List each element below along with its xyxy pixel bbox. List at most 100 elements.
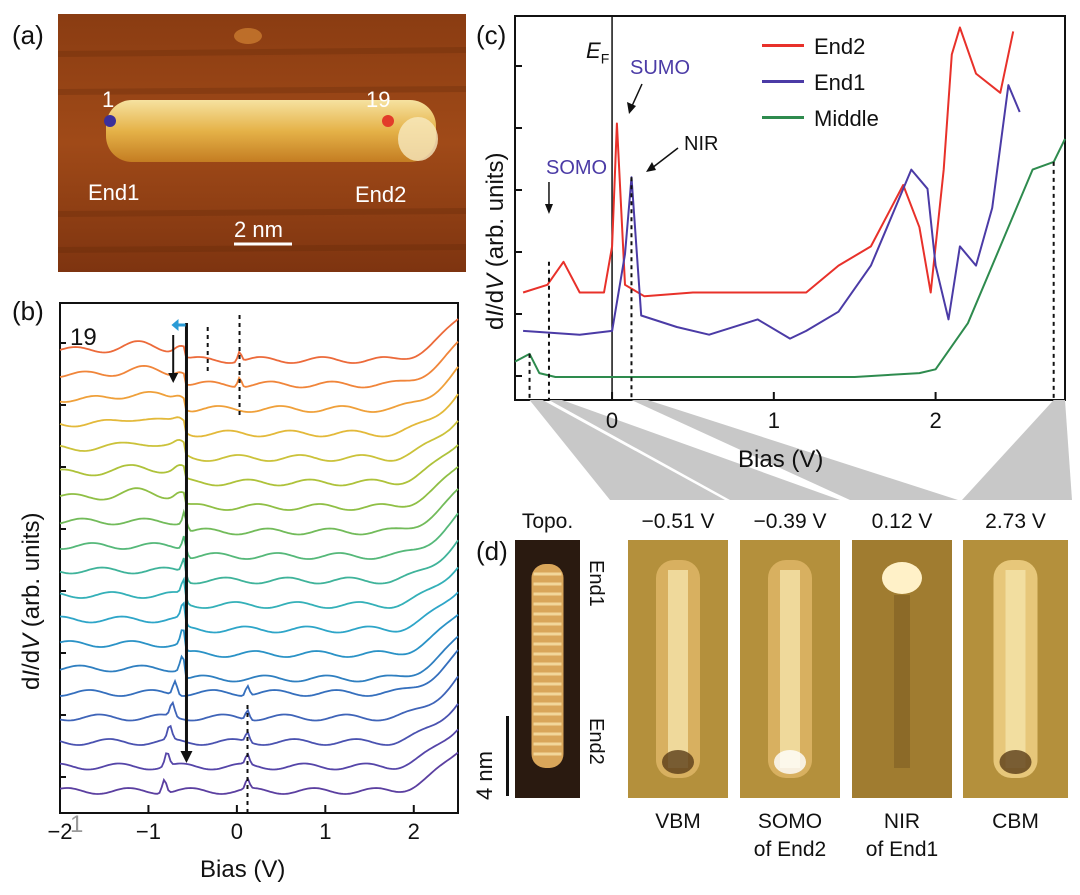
panel-b-spectrum-trace (59, 675, 459, 722)
panel-c-ylabel: dI/dV (arb. units) (482, 152, 509, 330)
panel-b-spectrum-trace (59, 340, 459, 389)
end2-label-d: End2 (585, 718, 607, 765)
panel-d-image-2-caption1: SOMO (757, 810, 823, 833)
panel-b-xtick-label: −1 (135, 819, 161, 844)
panel-a-stm-image (58, 14, 466, 272)
panel-b-xlabel: Bias (V) (200, 856, 286, 883)
ldos-end2-spot (999, 750, 1032, 774)
panel-b-spectrum-trace (59, 366, 459, 413)
panel-d-image-1 (628, 540, 728, 798)
panel-d-image-3-caption1: NIR (883, 810, 921, 833)
end2-label-a: End2 (355, 182, 407, 207)
panel-b-spectrum-trace (59, 751, 459, 795)
panel-c-axes-frame (514, 15, 1066, 401)
panel-d-image-2-render (768, 560, 812, 778)
panel-b-xtick-label: −2 (47, 819, 73, 844)
annot-somo: SOMO (546, 157, 608, 179)
panel-b-spectrum-trace (59, 488, 459, 536)
fermi-level-label: EF (586, 38, 610, 67)
annot-sumo-arrow (631, 83, 643, 107)
end1-label-d: End1 (585, 560, 607, 607)
point-19-label: 19 (366, 87, 391, 112)
ldos-end2-spot (662, 750, 694, 774)
nir-hotspot (882, 562, 922, 594)
panel-b-spectrum-trace (59, 728, 459, 771)
ldos-core (668, 570, 688, 768)
panel-b-axes-frame (59, 302, 459, 814)
panel-d-image-3-render (852, 540, 952, 798)
panel-b-xtick-label: 1 (319, 819, 332, 844)
panel-d-image-2-title: −0.39 V (753, 510, 827, 533)
legend-label-middle: Middle (814, 106, 879, 131)
panel-d-image-0 (515, 540, 580, 798)
series-end1-line (523, 84, 1021, 340)
panel-d-image-3-title: 0.12 V (871, 510, 933, 533)
panel-a-image: 1 19 End1 End2 2 nm (58, 14, 466, 272)
panel-b-spectrum-trace (59, 635, 459, 683)
panel-d-image-3 (852, 540, 952, 798)
series-middle-line (514, 138, 1066, 378)
panel-b-xtick-label: 2 (407, 819, 420, 844)
annot-nir: NIR (684, 133, 719, 155)
panel-b-arrow-main-head (180, 751, 193, 763)
panel-b-trace-1-label: 1 (70, 811, 84, 838)
legend-label-end2: End2 (814, 34, 866, 59)
panel-d-image-4-title: 2.73 V (985, 510, 1046, 533)
panel-b-ylabel: dI/dV (arb. units) (18, 512, 45, 690)
point-19-marker (382, 115, 394, 127)
panel-d-image-4-caption1: CBM (992, 810, 1039, 833)
panel-b-spectrum-trace (59, 466, 459, 511)
panel-c-xlabel: Bias (V) (738, 446, 824, 473)
connector-cbm (962, 400, 1072, 500)
panel-b-plot (59, 302, 459, 814)
panel-b-spectrum-trace (59, 614, 459, 658)
panel-b-spectrum-trace (59, 444, 459, 487)
point-1-marker (104, 115, 116, 127)
panel-b-spectrum-trace (59, 591, 459, 634)
panel-b-spectrum-trace (59, 539, 459, 585)
connector-vbm (529, 400, 725, 500)
ldos-core (780, 570, 800, 768)
annot-nir-arrow (651, 147, 679, 169)
panel-d-image-2 (740, 540, 840, 798)
connector-somo (548, 400, 840, 500)
scale-bar-d-label: 4 nm (472, 751, 497, 800)
panel-d-image-4 (963, 540, 1068, 798)
panel-b-spectrum-trace (60, 512, 459, 560)
panel-a-label: (a) (12, 20, 44, 50)
panel-d-image-1-render (656, 560, 700, 778)
panel-b-spectrum-trace (59, 318, 459, 364)
ldos-core (1005, 570, 1026, 768)
panel-b-spectrum-trace (59, 393, 459, 438)
legend-label-end1: End1 (814, 70, 866, 95)
panel-c-plot (514, 15, 1072, 500)
panel-b-label: (b) (12, 296, 44, 326)
legend-swatch-end1 (762, 80, 804, 83)
legend-swatch-middle (762, 116, 804, 119)
panel-c-xtick-label: 0 (605, 408, 619, 433)
panel-d-label: (d) (476, 536, 508, 566)
panel-d-image-3-caption2: of End1 (865, 838, 939, 861)
panel-d-image-0-title: Topo. (521, 510, 574, 533)
annot-somo-arrowhead (544, 204, 553, 214)
annot-nir-arrowhead (646, 162, 656, 172)
panel-d-image-0-render (531, 564, 564, 768)
panel-c-xtick-label: 1 (767, 408, 780, 433)
panel-b-trace-19-label: 19 (70, 324, 97, 351)
series-end2-line (522, 26, 1015, 298)
annot-sumo: SUMO (630, 57, 690, 79)
panel-b-blue-arrow-head (171, 319, 179, 331)
scale-bar-a-label: 2 nm (234, 217, 283, 242)
panel-d-image-2-caption2: of End2 (753, 838, 827, 861)
annot-sumo-arrowhead (627, 102, 636, 114)
panel-b-spectrum-trace (59, 649, 459, 697)
panel-d-image-4-render (993, 560, 1038, 778)
ldos-end2-spot (774, 750, 806, 774)
point-1-label: 1 (102, 87, 115, 112)
panel-b-spectrum-trace (59, 703, 459, 746)
panel-b-spectrum-trace (59, 566, 459, 609)
panel-b-spectrum-trace (59, 420, 459, 462)
panel-c-xtick-label: 2 (929, 408, 942, 433)
panel-b-xtick-label: 0 (230, 819, 243, 844)
legend-swatch-end2 (762, 44, 804, 47)
